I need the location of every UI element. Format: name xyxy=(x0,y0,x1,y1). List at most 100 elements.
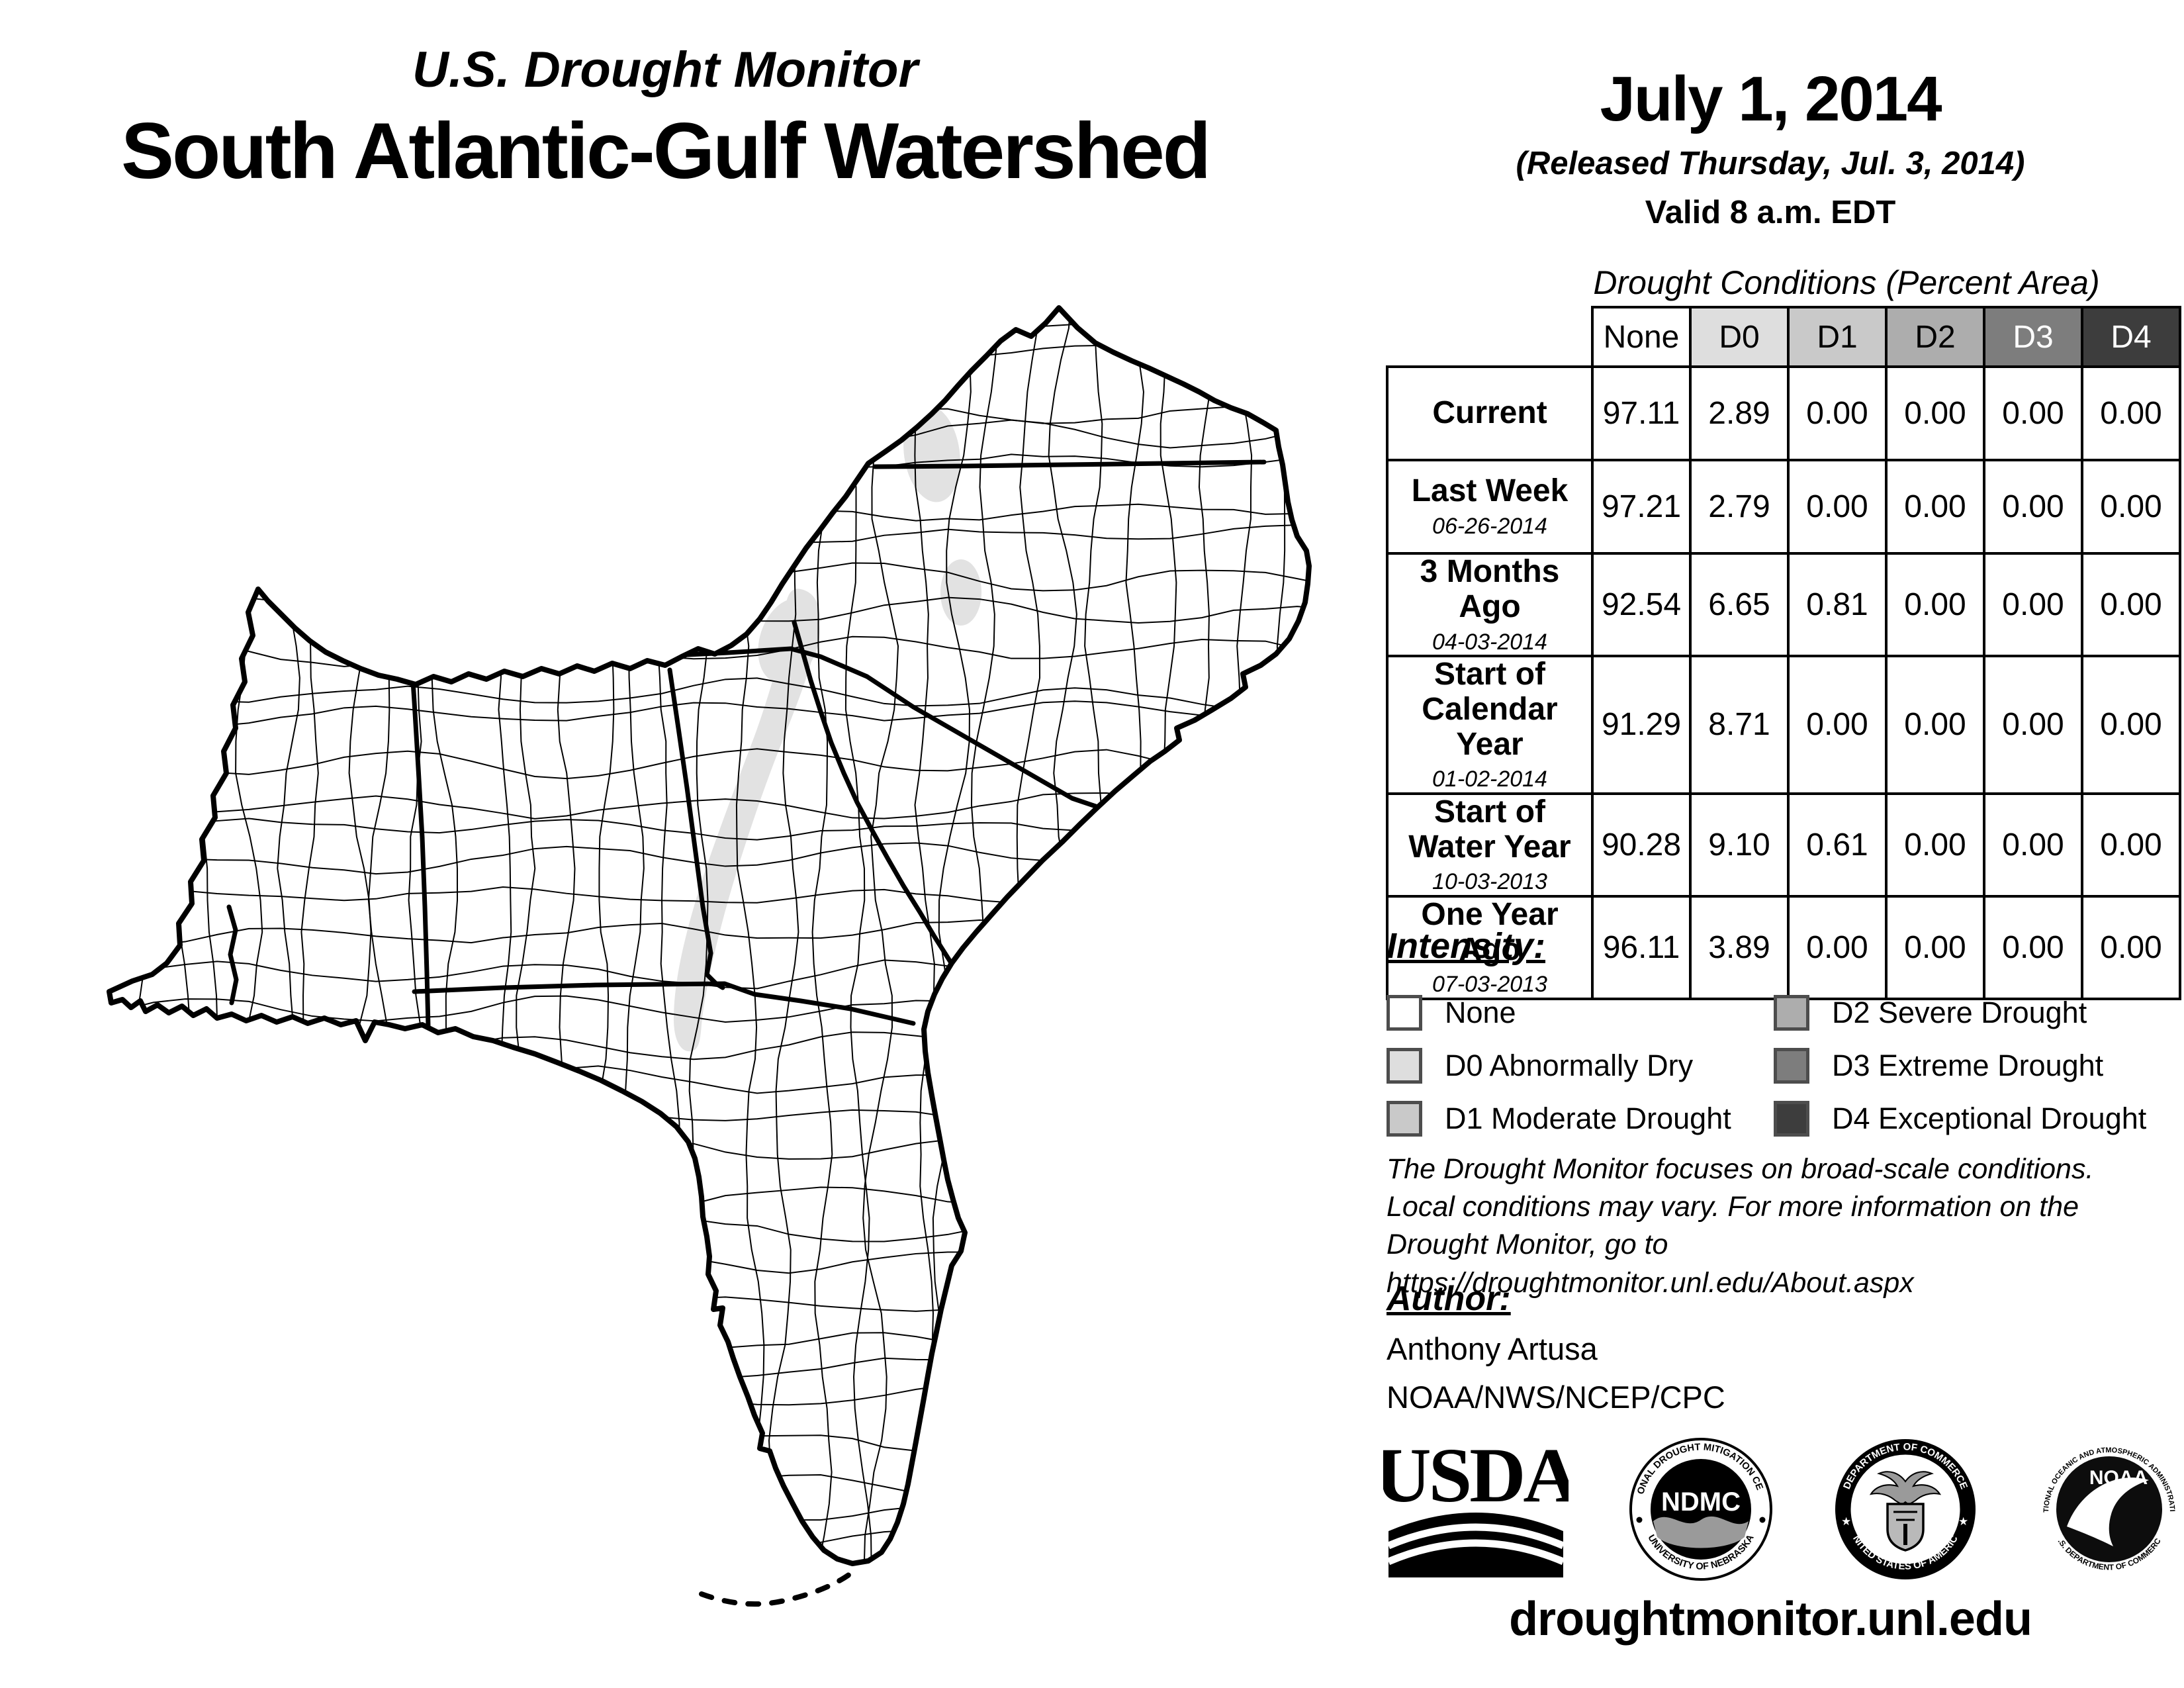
row-label: Current xyxy=(1386,365,1594,461)
county-boundary-line xyxy=(40,1599,1329,1628)
county-boundary-line xyxy=(841,308,873,1564)
usda-logo: USDA xyxy=(1383,1438,1569,1577)
commerce-eagle-icon xyxy=(1869,1471,1941,1506)
ndmc-logo: NDMC NATIONAL DROUGHT MITIGATION CENTER … xyxy=(1629,1438,1773,1581)
value-cell-d4: 0.00 xyxy=(2081,894,2181,1000)
value-cell-none: 91.29 xyxy=(1591,654,1692,795)
value-cell-d3: 0.00 xyxy=(1983,894,2083,1000)
county-boundary-line xyxy=(119,308,161,1564)
author-name: Anthony Artusa xyxy=(1387,1331,1598,1366)
county-boundary-line xyxy=(109,748,1309,780)
disclaimer-line: The Drought Monitor focuses on broad-sca… xyxy=(1387,1153,2094,1185)
author-block: Author: Anthony Artusa NOAA/NWS/NCEP/CPC xyxy=(1387,1279,1725,1415)
region-title: South Atlantic-Gulf Watershed xyxy=(120,107,1211,195)
legend-label: D0 Abnormally Dry xyxy=(1445,1049,1694,1082)
value-cell-d0: 3.89 xyxy=(1689,894,1790,1000)
county-boundary-line xyxy=(109,1324,1309,1350)
monitor-title: U.S. Drought Monitor xyxy=(412,42,919,98)
row-date: 06-26-2014 xyxy=(1432,514,1547,539)
disclaimer-line: Drought Monitor, go to https://droughtmo… xyxy=(1387,1229,1914,1299)
legend-swatch xyxy=(1387,1101,1422,1137)
noaa-logo-text: NOAA xyxy=(2089,1467,2148,1489)
value-cell-none: 97.21 xyxy=(1591,459,1692,555)
legend-title: Intensity: xyxy=(1387,926,1546,966)
value-cell-d2: 0.00 xyxy=(1885,365,1985,461)
legend-item: None xyxy=(1387,986,1774,1039)
county-boundary-line xyxy=(109,1217,1309,1246)
svg-text:★: ★ xyxy=(1958,1515,1968,1528)
d0-area-savannah-corridor xyxy=(674,588,820,1052)
county-boundary-line xyxy=(109,316,1309,336)
disclaimer-line: Local conditions may vary. For more info… xyxy=(1387,1191,2079,1223)
county-boundary-line xyxy=(109,1177,1309,1207)
value-cell-d1: 0.61 xyxy=(1787,792,1888,898)
column-header-d0: D0 xyxy=(1689,306,1790,368)
county-boundary-line xyxy=(109,700,1309,728)
florida-keys xyxy=(699,1568,858,1607)
released-date: (Released Thursday, Jul. 3, 2014) xyxy=(1516,146,2025,181)
table-row: One Year Ago 07-03-2013 96.11 3.89 0.00 0.00 0… xyxy=(1386,894,2181,1000)
usda-logo-text: USDA xyxy=(1383,1438,1569,1519)
commerce-logo: ★★ DEPARTMENT OF COMMERCE UNITED STATES … xyxy=(1835,1439,1976,1579)
value-cell-d3: 0.00 xyxy=(1983,792,2083,898)
row-label: Last Week 06-26-2014 xyxy=(1386,459,1594,555)
row-label-text: Start of Water Year xyxy=(1408,794,1571,865)
value-cell-d3: 0.00 xyxy=(1983,365,2083,461)
legend-item: D0 Abnormally Dry xyxy=(1387,1039,1774,1092)
table-corner-cell xyxy=(1387,307,1594,368)
legend-swatch xyxy=(1387,995,1422,1031)
row-label: 3 Months Ago 04-03-2014 xyxy=(1386,552,1594,657)
value-cell-none: 97.11 xyxy=(1591,365,1692,461)
value-cell-d1: 0.00 xyxy=(1787,654,1888,795)
valid-time: Valid 8 a.m. EDT xyxy=(1645,195,1896,230)
county-boundary-line xyxy=(109,308,110,1564)
drought-conditions-table: None D0 D1 D2 D3 D4 Current 97.11 2.89 0.00 0.00 0… xyxy=(1386,306,2181,1000)
page-title-block: U.S. Drought Monitor South Atlantic-Gulf… xyxy=(0,41,1330,197)
value-cell-d3: 0.00 xyxy=(1983,459,2083,555)
column-header-none: None xyxy=(1591,306,1692,368)
value-cell-d3: 0.00 xyxy=(1983,552,2083,657)
report-date: July 1, 2014 xyxy=(1600,64,1942,134)
value-cell-none: 96.11 xyxy=(1591,894,1692,1000)
value-cell-d1: 0.00 xyxy=(1787,894,1888,1000)
value-cell-d1: 0.00 xyxy=(1787,365,1888,461)
county-boundary-line xyxy=(862,308,899,1564)
county-boundary-line xyxy=(109,1429,1309,1456)
footer-url: droughtmonitor.unl.edu xyxy=(1509,1593,2032,1646)
county-boundary-line xyxy=(109,1244,1309,1274)
row-label-text: Current xyxy=(1432,395,1547,431)
table-row: Start of Calendar Year 01-02-2014 91.29 8.7… xyxy=(1386,654,2181,795)
legend-swatch xyxy=(1387,1048,1422,1084)
county-boundary-line xyxy=(109,1493,1309,1521)
value-cell-d4: 0.00 xyxy=(2081,365,2181,461)
county-boundary-line xyxy=(109,1286,1309,1314)
author-title: Author: xyxy=(1387,1280,1511,1318)
value-cell-none: 92.54 xyxy=(1591,552,1692,657)
row-date: 01-02-2014 xyxy=(1432,767,1547,792)
value-cell-d4: 0.00 xyxy=(2081,552,2181,657)
value-cell-d3: 0.00 xyxy=(1983,654,2083,795)
row-label-text: One Year Ago xyxy=(1421,896,1559,967)
row-label: One Year Ago 07-03-2013 xyxy=(1386,894,1594,1000)
watershed-county-map xyxy=(40,305,1329,1628)
report-date-block: July 1, 2014 (Released Thursday, Jul. 3,… xyxy=(1373,63,2167,231)
value-cell-d0: 8.71 xyxy=(1689,654,1790,795)
value-cell-d4: 0.00 xyxy=(2081,459,2181,555)
noaa-seagull-icon xyxy=(2066,1477,2149,1546)
row-label-text: Start of Calendar Year xyxy=(1422,656,1558,762)
legend-item: D2 Severe Drought xyxy=(1774,986,2161,1039)
county-boundary-line xyxy=(109,1464,1309,1501)
row-date: 10-03-2013 xyxy=(1432,869,1547,895)
ndmc-logo-text: NDMC xyxy=(1661,1487,1741,1517)
legend-item: D1 Moderate Drought xyxy=(1387,1092,1774,1145)
row-label: Start of Water Year 10-03-2013 xyxy=(1386,792,1594,898)
watershed-outline xyxy=(107,305,1312,1566)
value-cell-d0: 9.10 xyxy=(1689,792,1790,898)
value-cell-d4: 0.00 xyxy=(2081,654,2181,795)
table-row: Start of Water Year 10-03-2013 90.28 9.10 0.… xyxy=(1386,792,2181,898)
row-label: Start of Calendar Year 01-02-2014 xyxy=(1386,654,1594,795)
row-label-text: Last Week xyxy=(1411,473,1569,509)
legend-swatch xyxy=(1774,1048,1809,1084)
svg-text:★: ★ xyxy=(1841,1515,1851,1528)
